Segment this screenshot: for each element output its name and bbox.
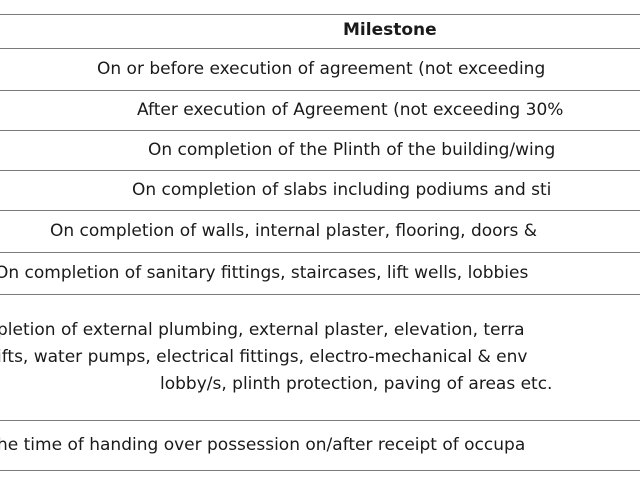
cell-text: After execution of Agreement (not exceed… [137, 100, 564, 120]
cell-text: pletion of external plumbing, external p… [0, 320, 525, 340]
row-border [0, 170, 640, 171]
row-border [0, 48, 640, 49]
row-border [0, 210, 640, 211]
row-border [0, 130, 640, 131]
cell-text: ifts, water pumps, electrical fittings, … [0, 347, 528, 367]
cell-text: On completion of walls, internal plaster… [50, 221, 538, 241]
cell-text: On or before execution of agreement (not… [97, 59, 546, 79]
cell-text: On completion of sanitary fittings, stai… [0, 263, 529, 283]
row-border [0, 420, 640, 421]
row-border [0, 252, 640, 253]
cell-text: lobby/s, plinth protection, paving of ar… [160, 374, 553, 394]
header-cell: Milestone [343, 20, 437, 40]
cell-text: he time of handing over possession on/af… [0, 435, 526, 455]
row-border [0, 90, 640, 91]
row-border [0, 470, 640, 471]
table-border [0, 14, 640, 15]
cell-text: On completion of slabs including podiums… [132, 180, 552, 200]
row-border [0, 294, 640, 295]
cell-text: On completion of the Plinth of the build… [148, 140, 556, 160]
